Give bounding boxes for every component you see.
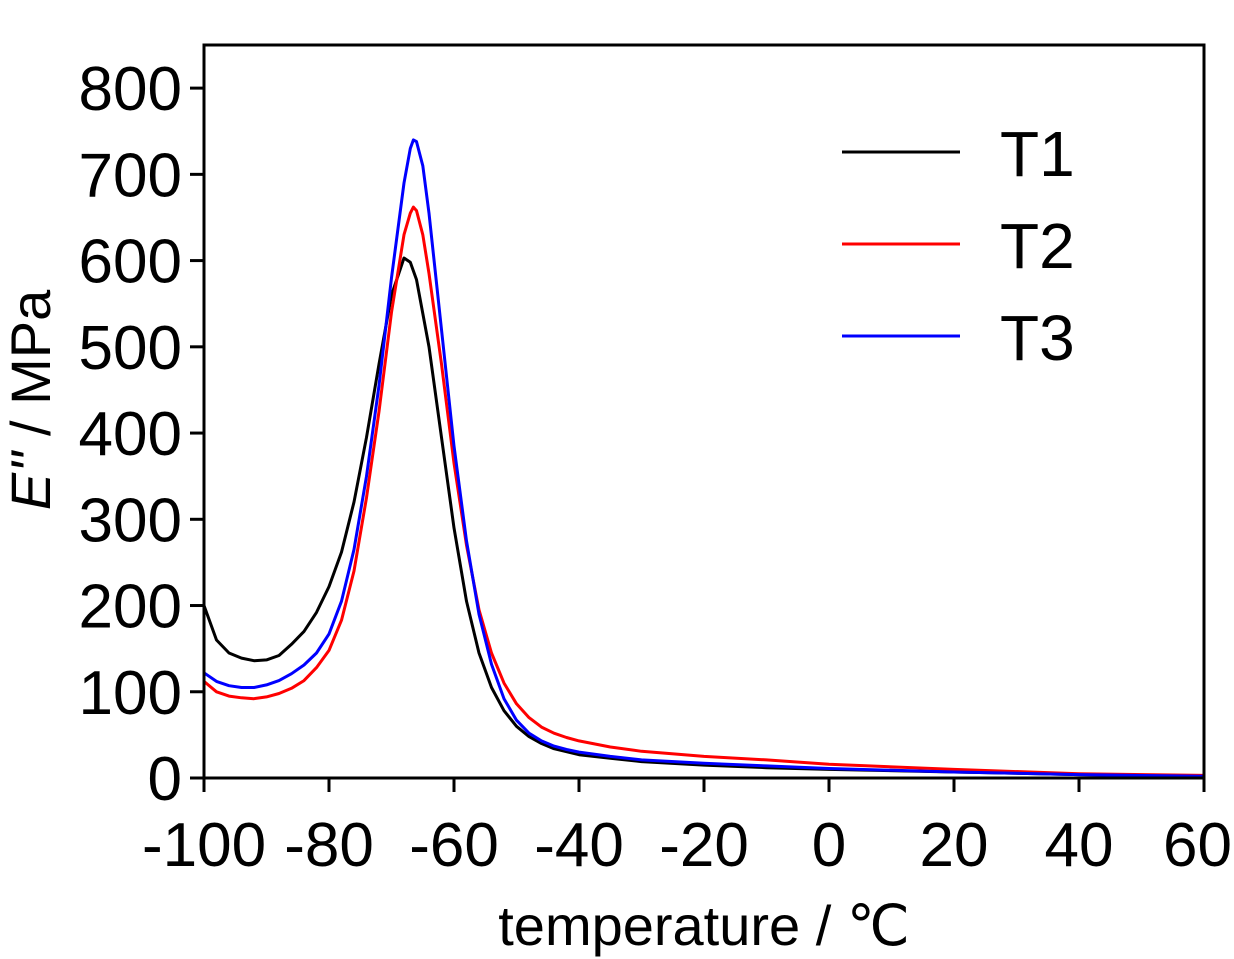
y-axis-title-italic: E'' — [0, 449, 62, 510]
y-axis-title: E'' / MPa — [0, 289, 62, 510]
legend-label-t1: T1 — [1000, 118, 1075, 190]
series-line-t3 — [203, 138, 1205, 778]
legend-label-t3: T3 — [1000, 302, 1075, 374]
x-tick-label: 60 — [1163, 811, 1232, 880]
y-tick-label: 300 — [79, 486, 182, 555]
series-line-t1 — [202, 256, 1205, 778]
x-tick-label: -20 — [659, 811, 749, 880]
legend: T1 T2 T3 — [842, 118, 1075, 374]
y-tick-label: 600 — [79, 228, 182, 297]
y-tick-label: 100 — [79, 659, 182, 728]
y-tick-label: 500 — [79, 314, 182, 383]
x-tick-label: -40 — [534, 811, 624, 880]
x-tick-label: -80 — [284, 811, 374, 880]
y-tick-label: 800 — [79, 55, 182, 124]
x-tick-label: 0 — [812, 811, 846, 880]
y-axis: 0 100 200 300 400 500 600 700 800 — [79, 55, 204, 814]
y-tick-label: 200 — [79, 573, 182, 642]
y-tick-label: 700 — [79, 141, 182, 210]
y-tick-label: 400 — [79, 400, 182, 469]
x-tick-label: -60 — [409, 811, 499, 880]
y-tick-label: 0 — [148, 745, 182, 814]
x-axis: -100 -80 -60 -40 -20 0 20 40 60 — [142, 778, 1232, 880]
x-tick-label: 40 — [1045, 811, 1114, 880]
x-axis-title: temperature / ℃ — [498, 894, 910, 957]
y-axis-title-rest: / MPa — [0, 289, 62, 452]
series-line-t2 — [203, 205, 1205, 777]
x-tick-label: -100 — [142, 811, 266, 880]
legend-label-t2: T2 — [1000, 210, 1075, 282]
x-tick-label: 20 — [920, 811, 989, 880]
series-layer — [202, 138, 1205, 778]
